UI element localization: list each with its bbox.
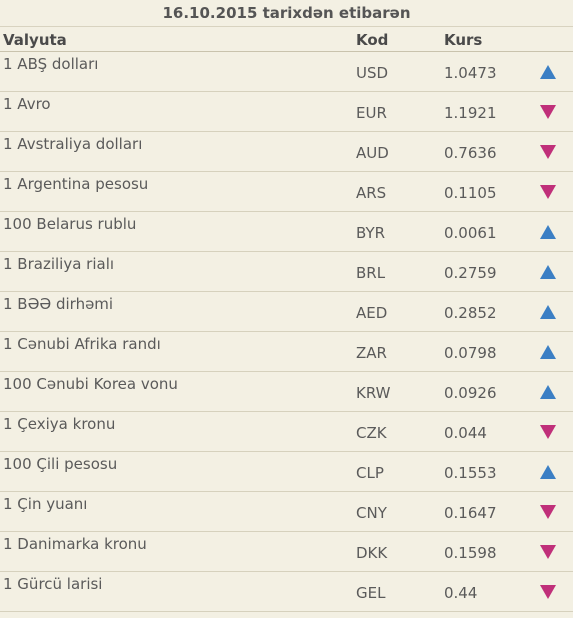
currency-name: 100 Belarus rublu — [3, 215, 137, 233]
currency-rate: 0.0798 — [444, 344, 497, 362]
arrow-up-icon — [540, 465, 556, 479]
table-row: 1 Avro EUR 1.1921 — [0, 92, 573, 132]
currency-name: 1 Çin yuanı — [3, 495, 88, 513]
table-row: 100 Cənubi Korea vonu KRW 0.0926 — [0, 372, 573, 412]
table-row: 100 Belarus rublu BYR 0.0061 — [0, 212, 573, 252]
code-column-header: Kod — [356, 31, 389, 49]
rate-column-header: Kurs — [444, 31, 483, 49]
table-row: 1 ABŞ dolları USD 1.0473 — [0, 52, 573, 92]
currency-rate: 0.44 — [444, 584, 478, 602]
currency-name: 1 BƏƏ dirhəmi — [3, 295, 114, 313]
currency-name: 100 Cənubi Korea vonu — [3, 375, 178, 393]
arrow-down-icon — [540, 105, 556, 119]
table-row: 1 Danimarka kronu DKK 0.1598 — [0, 532, 573, 572]
currency-rate: 0.1105 — [444, 184, 497, 202]
table-row: 1 Gürcü larisi GEL 0.44 — [0, 572, 573, 612]
currency-rate: 0.0926 — [444, 384, 497, 402]
currency-rate: 0.1647 — [444, 504, 497, 522]
arrow-down-icon — [540, 505, 556, 519]
currency-code: AED — [356, 304, 388, 322]
currency-code: AUD — [356, 144, 389, 162]
currency-rate: 0.1598 — [444, 544, 497, 562]
currency-rate: 0.7636 — [444, 144, 497, 162]
currency-name: 100 Çili pesosu — [3, 455, 118, 473]
currency-column-header: Valyuta — [3, 31, 67, 49]
currency-code: USD — [356, 64, 389, 82]
currency-name: 1 ABŞ dolları — [3, 55, 99, 73]
arrow-up-icon — [540, 305, 556, 319]
table-header: Valyuta Kod Kurs — [0, 26, 573, 52]
table-row: 1 Çexiya kronu CZK 0.044 — [0, 412, 573, 452]
table-row: 1 Braziliya rialı BRL 0.2759 — [0, 252, 573, 292]
arrow-down-icon — [540, 585, 556, 599]
table-body: 1 ABŞ dolları USD 1.0473 1 Avro EUR 1.19… — [0, 52, 573, 612]
currency-rate: 1.1921 — [444, 104, 497, 122]
currency-name: 1 Avstraliya dolları — [3, 135, 143, 153]
currency-code: EUR — [356, 104, 387, 122]
currency-name: 1 Cənubi Afrika randı — [3, 335, 161, 353]
arrow-up-icon — [540, 65, 556, 79]
arrow-up-icon — [540, 225, 556, 239]
arrow-up-icon — [540, 385, 556, 399]
arrow-down-icon — [540, 425, 556, 439]
currency-code: DKK — [356, 544, 388, 562]
currency-rate: 1.0473 — [444, 64, 497, 82]
currency-name: 1 Çexiya kronu — [3, 415, 116, 433]
currency-name: 1 Argentina pesosu — [3, 175, 149, 193]
currency-code: KRW — [356, 384, 391, 402]
currency-code: ZAR — [356, 344, 387, 362]
table-row: 1 Avstraliya dolları AUD 0.7636 — [0, 132, 573, 172]
currency-rate: 0.1553 — [444, 464, 497, 482]
table-title: 16.10.2015 tarixdən etibarən — [162, 4, 411, 22]
arrow-down-icon — [540, 185, 556, 199]
currency-name: 1 Braziliya rialı — [3, 255, 115, 273]
arrow-down-icon — [540, 145, 556, 159]
currency-name: 1 Danimarka kronu — [3, 535, 147, 553]
currency-rate: 0.0061 — [444, 224, 497, 242]
arrow-up-icon — [540, 265, 556, 279]
arrow-up-icon — [540, 345, 556, 359]
currency-rate: 0.2852 — [444, 304, 497, 322]
currency-code: BYR — [356, 224, 386, 242]
currency-code: CNY — [356, 504, 387, 522]
arrow-down-icon — [540, 545, 556, 559]
table-row: 1 Cənubi Afrika randı ZAR 0.0798 — [0, 332, 573, 372]
currency-name: 1 Gürcü larisi — [3, 575, 103, 593]
currency-name: 1 Avro — [3, 95, 51, 113]
currency-code: BRL — [356, 264, 386, 282]
table-row: 1 BƏƏ dirhəmi AED 0.2852 — [0, 292, 573, 332]
currency-rate: 0.2759 — [444, 264, 497, 282]
currency-code: ARS — [356, 184, 387, 202]
currency-code: GEL — [356, 584, 386, 602]
table-row: 1 Çin yuanı CNY 0.1647 — [0, 492, 573, 532]
currency-code: CZK — [356, 424, 387, 442]
currency-code: CLP — [356, 464, 384, 482]
table-row: 100 Çili pesosu CLP 0.1553 — [0, 452, 573, 492]
table-row: 1 Argentina pesosu ARS 0.1105 — [0, 172, 573, 212]
currency-rate: 0.044 — [444, 424, 487, 442]
